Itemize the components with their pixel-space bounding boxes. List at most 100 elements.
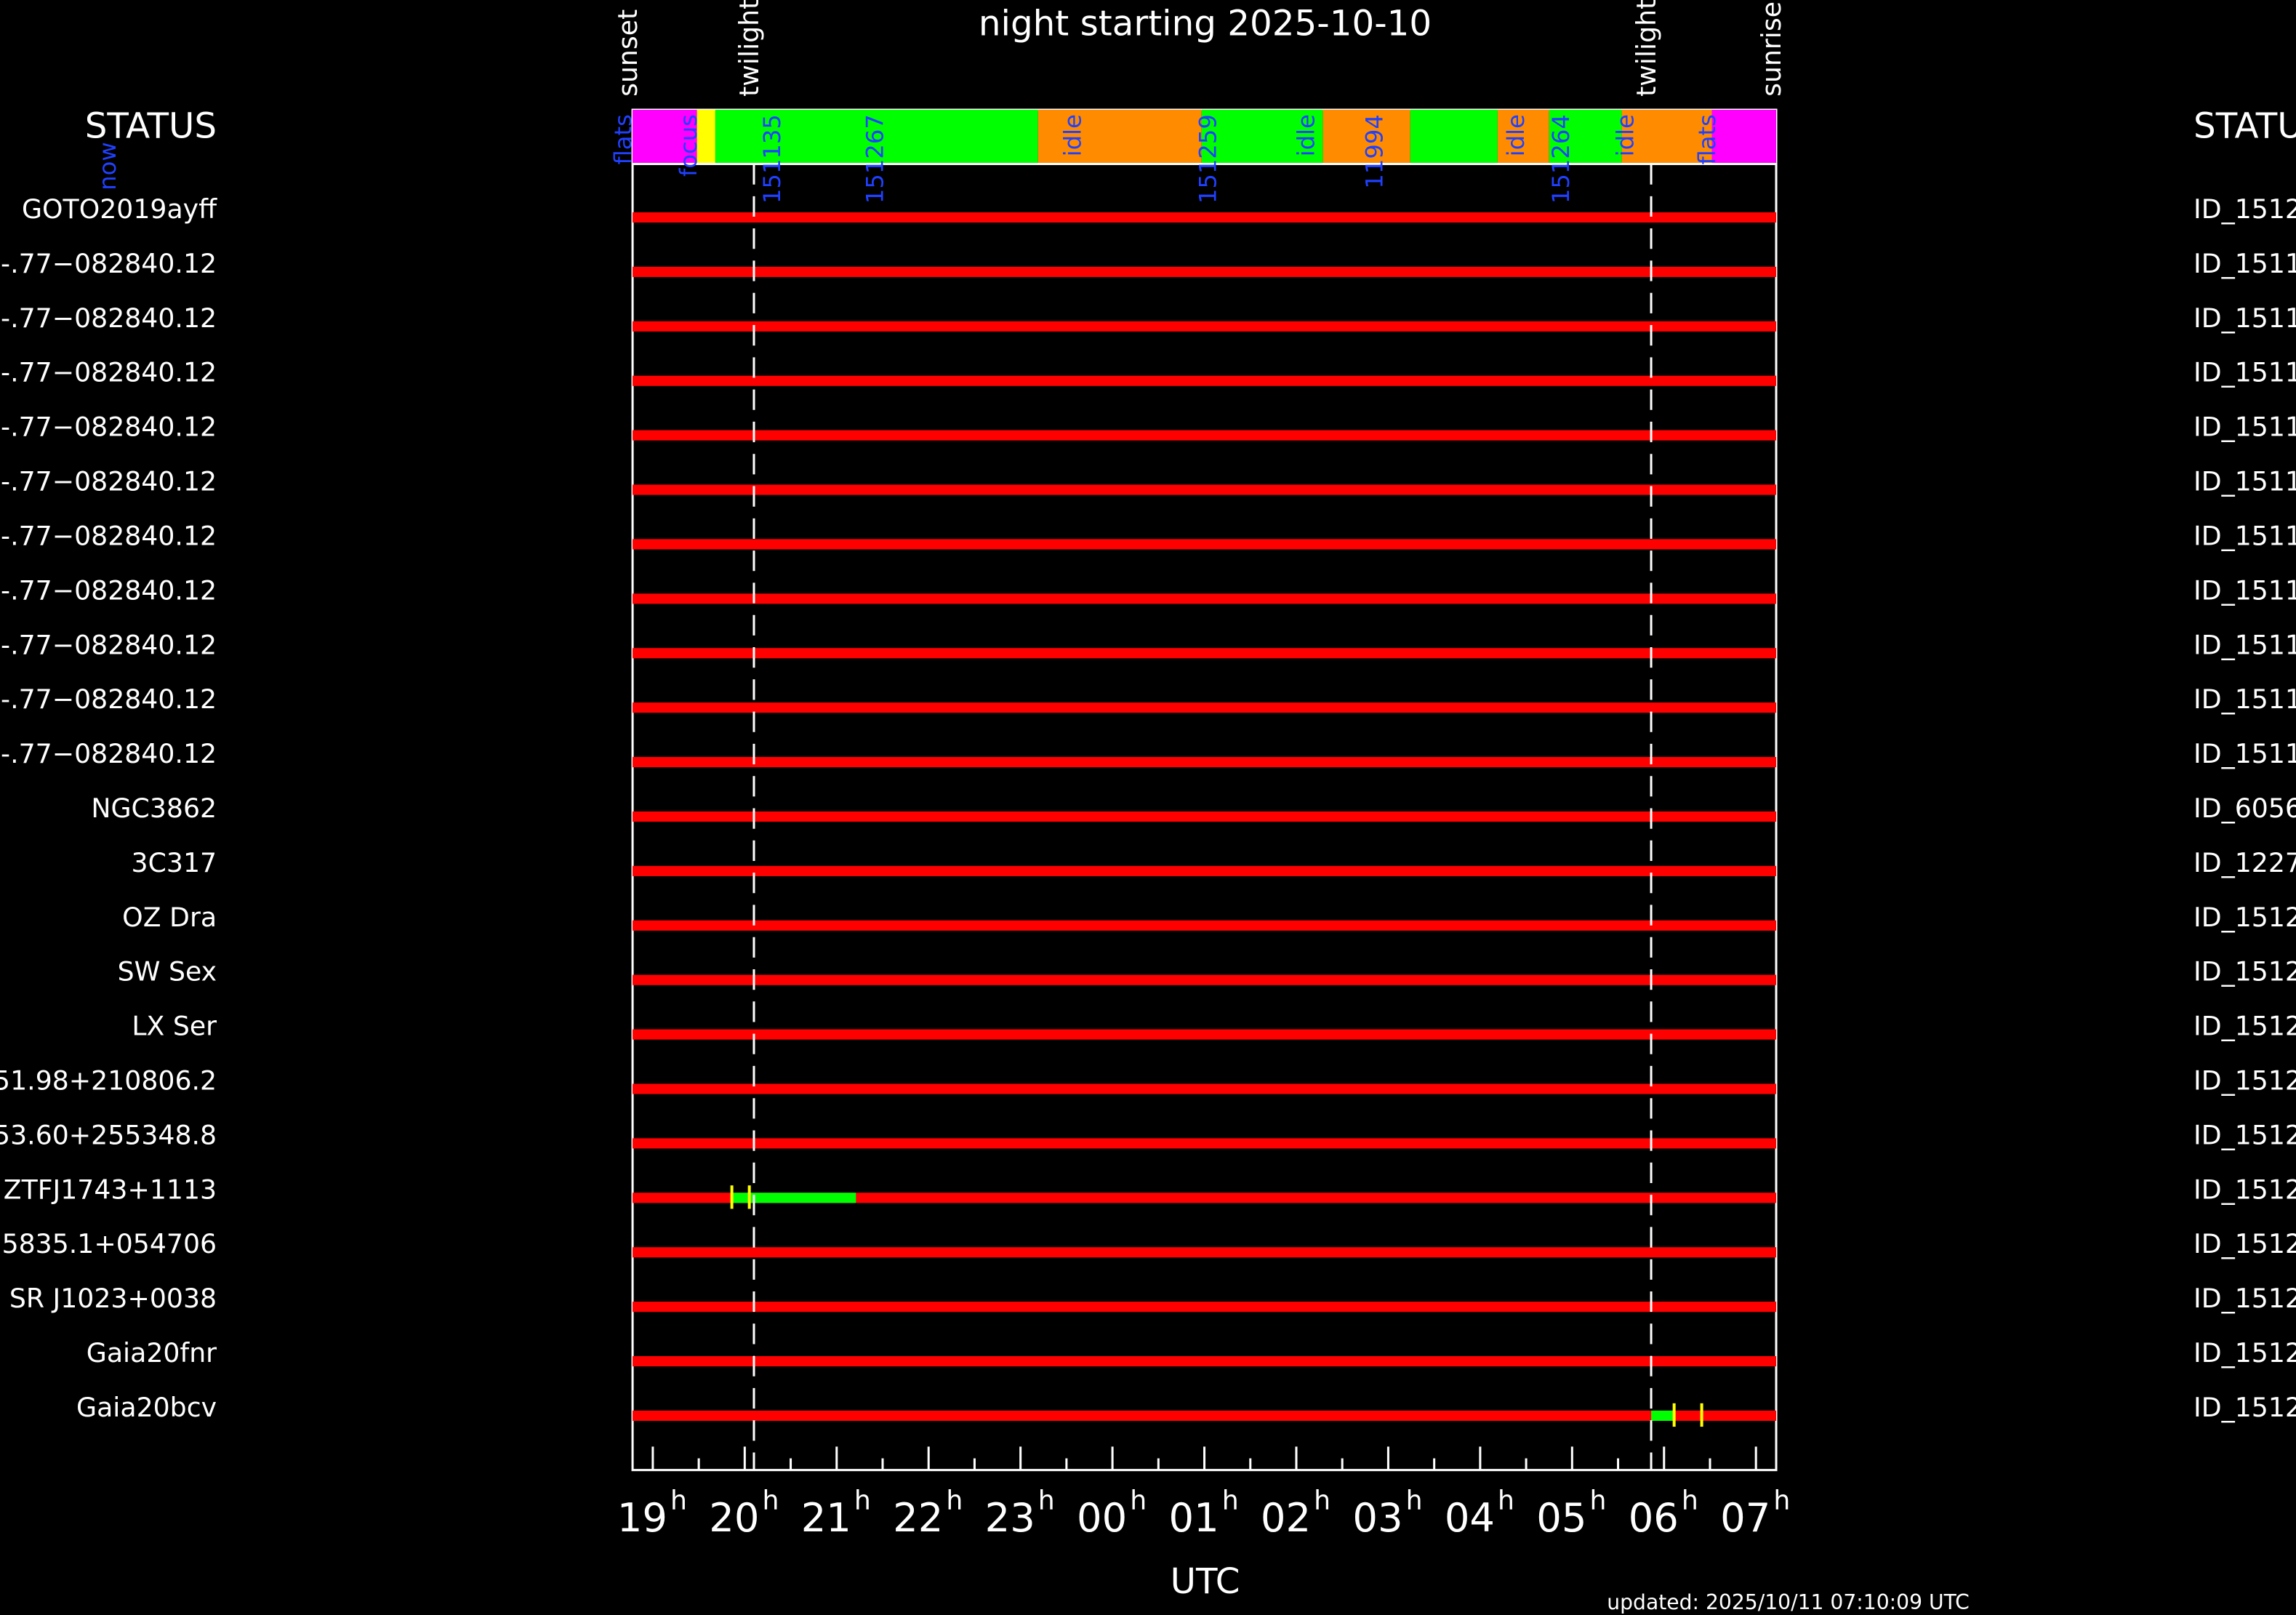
status-label: 151264: [1547, 114, 1575, 204]
target-name: -.77−082840.12: [1, 574, 217, 606]
x-tick-unit: h: [1038, 1485, 1055, 1516]
x-axis-label: UTC: [1171, 1561, 1240, 1602]
target-name: GOTO2019ayff: [22, 193, 217, 225]
target-id: ID_1511: [2193, 412, 2296, 443]
target-name: OZ Dra: [122, 902, 217, 933]
visibility-bar: [633, 1193, 1777, 1203]
sky-event-label: sunrise: [1756, 1, 1787, 97]
target-name: Gaia20bcv: [76, 1392, 217, 1423]
target-id: ID_1511: [2193, 684, 2296, 715]
target-id: ID_1512: [2193, 902, 2296, 933]
target-name: 5835.1+054706: [2, 1228, 217, 1259]
visibility-bar: [633, 1029, 1777, 1040]
status-segment: [1711, 110, 1777, 164]
x-tick-unit: h: [1314, 1485, 1330, 1516]
x-tick-label: 23: [985, 1495, 1035, 1541]
target-id: ID_1512: [2193, 956, 2296, 987]
x-tick-label: 07: [1720, 1495, 1770, 1541]
updated-note: updated: 2025/10/11 07:10:09 UTC: [1607, 1590, 1970, 1614]
status-label: focus: [675, 114, 702, 177]
visibility-bar: [633, 375, 1777, 386]
sky-event-label: twilight: [1631, 0, 1662, 97]
status-header: STATUS: [85, 105, 217, 146]
status-segment: [1201, 110, 1323, 164]
x-tick-unit: h: [670, 1485, 687, 1516]
target-name: Gaia20fnr: [87, 1337, 217, 1368]
observation-window: [1651, 1410, 1674, 1421]
target-id: ID_6056: [2193, 793, 2296, 824]
target-id: ID_1227: [2193, 847, 2296, 878]
visibility-bar: [633, 757, 1777, 768]
target-name: NGC3862: [91, 793, 217, 824]
status-label: idle: [1502, 114, 1530, 156]
status-segment: [1410, 110, 1498, 164]
status-segment: [1621, 110, 1712, 164]
visibility-bar: [633, 1138, 1777, 1149]
visibility-bar: [633, 702, 1777, 713]
target-name: SR J1023+0038: [9, 1283, 217, 1314]
target-id: ID_1511: [2193, 302, 2296, 334]
visibility-bar: [633, 539, 1777, 550]
status-segment: [633, 110, 697, 164]
visibility-bar: [633, 1302, 1777, 1313]
target-name: 51.98+210806.2: [0, 1065, 217, 1097]
sky-event-label: twilight: [734, 0, 765, 97]
status-header: STATU: [2193, 105, 2296, 146]
status-label: idle: [1293, 114, 1320, 156]
visibility-bar: [633, 1083, 1777, 1094]
x-tick-unit: h: [1589, 1485, 1606, 1516]
visibility-bar: [633, 1355, 1777, 1367]
x-tick-label: 06: [1629, 1495, 1679, 1541]
status-segment: [1037, 110, 1202, 164]
target-name: -.77−082840.12: [1, 412, 217, 443]
status-segment: [1322, 110, 1410, 164]
status-label: 11994: [1360, 114, 1388, 188]
visibility-bar: [633, 593, 1777, 604]
sky-event-label: sunset: [612, 9, 643, 97]
visibility-bar: [633, 648, 1777, 659]
x-tick-unit: h: [1498, 1485, 1514, 1516]
visibility-bar: [633, 321, 1777, 332]
x-tick-label: 20: [709, 1495, 759, 1541]
x-tick-unit: h: [946, 1485, 963, 1516]
status-segment: [715, 110, 1038, 164]
target-name: -.77−082840.12: [1, 738, 217, 769]
target-name: -.77−082840.12: [1, 629, 217, 660]
x-tick-label: 22: [893, 1495, 943, 1541]
target-name: LX Ser: [132, 1011, 217, 1042]
x-tick-label: 04: [1445, 1495, 1495, 1541]
x-tick-unit: h: [1130, 1485, 1147, 1516]
now-label: now: [94, 142, 121, 190]
x-tick-unit: h: [1682, 1485, 1698, 1516]
visibility-bar: [633, 266, 1777, 277]
target-id: ID_1512: [2193, 1119, 2296, 1150]
x-tick-label: 02: [1261, 1495, 1311, 1541]
target-id: ID_1511: [2193, 248, 2296, 279]
target-name: -.77−082840.12: [1, 248, 217, 279]
target-name: -.77−082840.12: [1, 520, 217, 551]
status-label: idle: [1611, 114, 1639, 156]
status-segment: [1497, 110, 1549, 164]
x-tick-unit: h: [1406, 1485, 1423, 1516]
visibility-bar: [633, 811, 1777, 822]
target-name: ZTFJ1743+1113: [4, 1174, 217, 1205]
visibility-bar: [633, 1247, 1777, 1258]
x-tick-unit: h: [1773, 1485, 1790, 1516]
target-name: -.77−082840.12: [1, 684, 217, 715]
x-tick-label: 01: [1169, 1495, 1219, 1541]
target-id: ID_1511: [2193, 357, 2296, 388]
target-id: ID_1512: [2193, 1011, 2296, 1042]
status-label: flats: [609, 114, 637, 164]
status-label: idle: [1059, 114, 1087, 156]
target-name: -.77−082840.12: [1, 357, 217, 388]
x-tick-unit: h: [854, 1485, 871, 1516]
status-label: 151135: [758, 114, 786, 204]
target-id: ID_1512: [2193, 1392, 2296, 1423]
target-id: ID_1512: [2193, 1283, 2296, 1314]
target-id: ID_1512: [2193, 1065, 2296, 1097]
x-tick-label: 00: [1077, 1495, 1127, 1541]
visibility-bar: [633, 1410, 1777, 1421]
target-id: ID_1512: [2193, 193, 2296, 225]
